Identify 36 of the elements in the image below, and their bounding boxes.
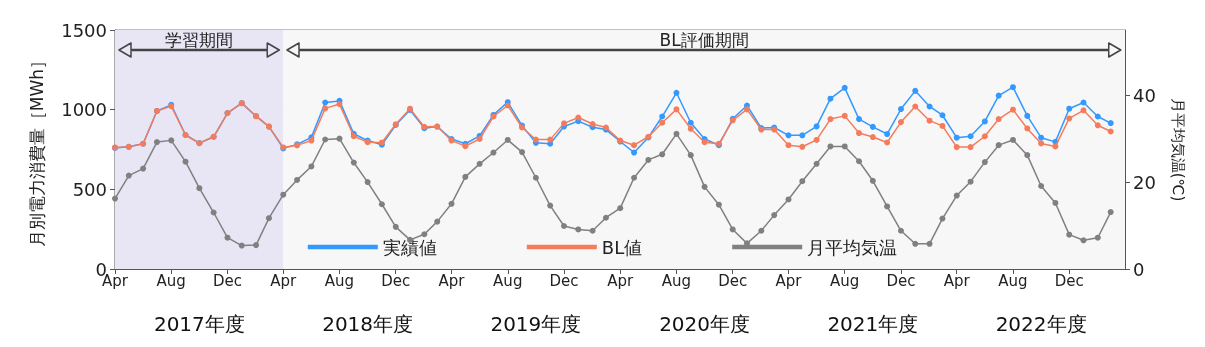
x-tick-label: Dec bbox=[212, 271, 242, 290]
x-tick-label: Dec bbox=[886, 271, 916, 290]
band-label: BL評価期間 bbox=[659, 29, 749, 50]
x-tick-label: Apr bbox=[775, 271, 803, 290]
x-tick-label: Dec bbox=[381, 271, 411, 290]
x-tick-label: Dec bbox=[549, 271, 579, 290]
y2-tick-label: 40 bbox=[1133, 84, 1156, 106]
x-tick-label: Dec bbox=[718, 271, 748, 290]
y2-axis-title: 月平均気温(℃) bbox=[1168, 97, 1187, 202]
legend-label: 実績値 bbox=[382, 236, 437, 258]
y2-tick-label: 20 bbox=[1133, 171, 1156, 193]
text: 2017年度 bbox=[153, 312, 245, 336]
x-tick-label: Apr bbox=[943, 271, 971, 290]
text: 2019年度 bbox=[490, 312, 582, 336]
text: 2021年度 bbox=[827, 312, 919, 336]
x-tick-label: Aug bbox=[324, 271, 355, 290]
y-tick-label: 1500 bbox=[61, 19, 107, 41]
x-tick-label: Dec bbox=[1054, 271, 1084, 290]
text: 2020年度 bbox=[659, 312, 751, 336]
y-tick-label: 1000 bbox=[61, 99, 107, 121]
x-tick-label: Apr bbox=[270, 271, 298, 290]
x-tick-label: Aug bbox=[830, 271, 860, 290]
text: 2018年度 bbox=[322, 312, 414, 336]
x-tick-label: Apr bbox=[607, 271, 635, 290]
band-label: 学習期間 bbox=[165, 29, 234, 50]
x-tick-label: Aug bbox=[493, 271, 523, 290]
x-tick-label: Aug bbox=[156, 271, 186, 290]
y-axis-title: 月別電力消費量［MWh］ bbox=[26, 51, 47, 248]
x-tick-label: Apr bbox=[438, 271, 466, 290]
legend-label: 月平均気温 bbox=[807, 236, 898, 258]
x-tick-label: Aug bbox=[661, 271, 692, 290]
text: 2022年度 bbox=[995, 312, 1087, 336]
y-tick-label: 500 bbox=[72, 178, 107, 200]
y2-tick-label: 0 bbox=[1133, 258, 1145, 280]
x-tick-label: Aug bbox=[998, 271, 1028, 290]
legend-label: BL値 bbox=[601, 236, 643, 258]
